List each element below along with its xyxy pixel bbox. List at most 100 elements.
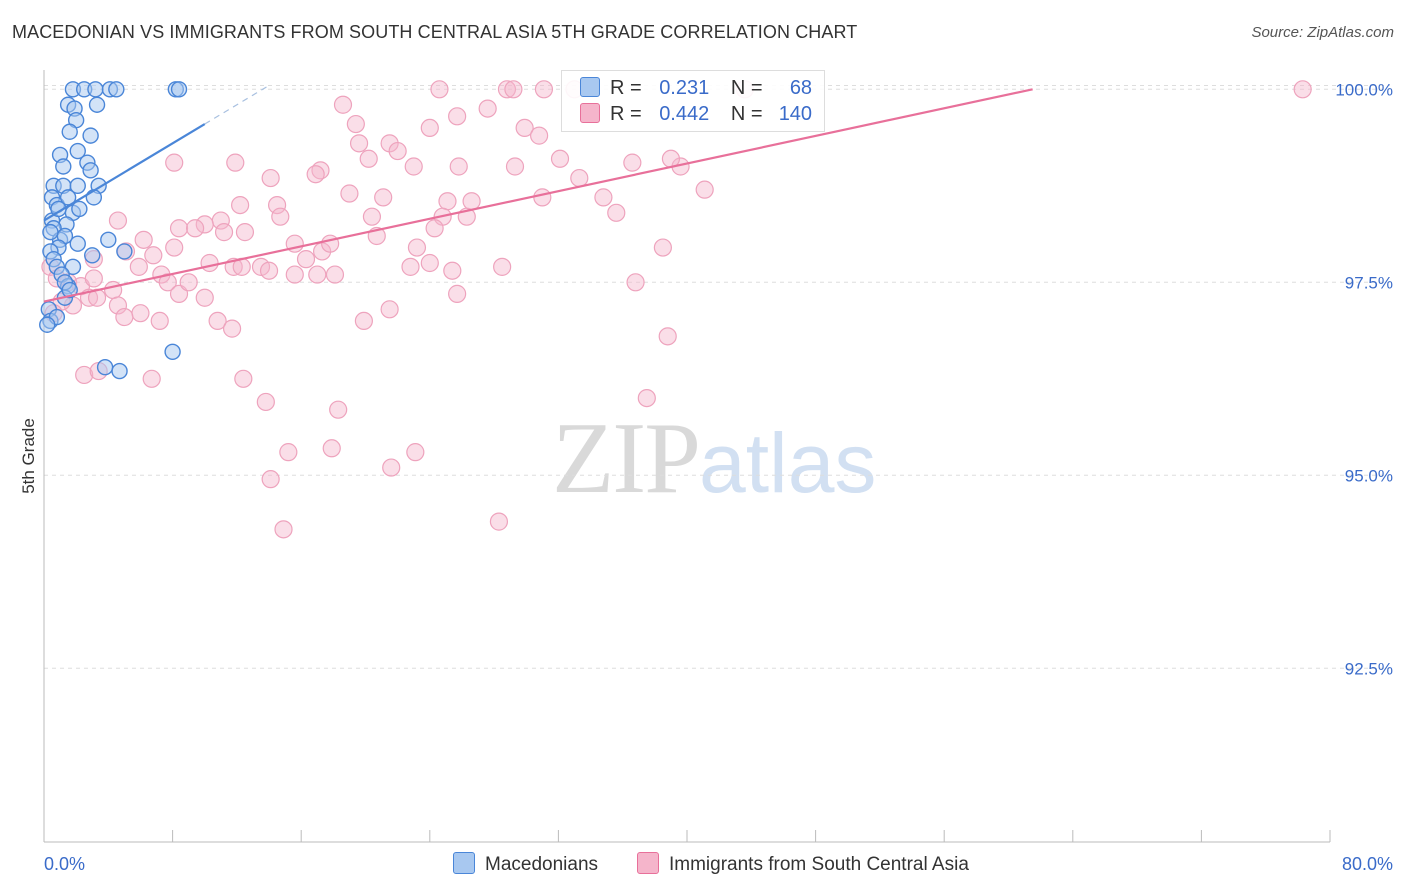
macedonians-point: [64, 258, 82, 276]
immigrants-point: [570, 168, 589, 188]
immigrants-point: [234, 369, 253, 388]
immigrants-point: [626, 273, 645, 292]
macedonians-point: [82, 127, 99, 144]
chart-title: MACEDONIAN VS IMMIGRANTS FROM SOUTH CENT…: [12, 22, 858, 42]
macedonians-legend-swatch: [453, 852, 475, 874]
macedonians-point: [71, 200, 88, 218]
x-tick-label-min: 0.0%: [44, 854, 85, 874]
immigrants-point: [653, 238, 672, 257]
immigrants-point: [478, 99, 497, 118]
macedonians-point: [69, 235, 86, 252]
immigrants-legend-swatch: [637, 852, 659, 874]
immigrants-point: [261, 168, 280, 188]
immigrants-point: [420, 118, 439, 138]
axes: [43, 70, 1331, 843]
macedonians-point: [82, 162, 99, 179]
immigrants-point: [296, 250, 316, 269]
macedonians-point: [164, 343, 181, 360]
immigrants-point: [382, 458, 401, 477]
legend-r-label: R =: [610, 103, 642, 125]
immigrants-point: [267, 196, 287, 215]
immigrants-point: [607, 203, 626, 222]
immigrants-point: [637, 389, 656, 408]
immigrants-point: [505, 157, 525, 176]
immigrants-point: [308, 265, 327, 284]
immigrants-point: [165, 238, 184, 257]
legend-item-macedonians[interactable]: Macedonians: [453, 852, 598, 876]
macedonians-point: [88, 96, 106, 113]
macedonians-point: [100, 231, 117, 249]
y-axis-title: 5th Grade: [19, 418, 38, 494]
immigrants-point: [179, 273, 198, 292]
macedonians-point: [39, 316, 56, 333]
immigrants-point: [235, 223, 255, 242]
immigrants-point: [321, 234, 340, 253]
immigrants-point: [256, 392, 275, 412]
immigrants-point: [438, 192, 457, 211]
macedonians-n-value: 68: [789, 77, 813, 99]
immigrants-point: [401, 257, 420, 276]
immigrants-point: [449, 157, 468, 176]
macedonians-swatch: [580, 77, 600, 97]
macedonians-r-value: 0.231: [659, 77, 710, 99]
macedonians-point: [61, 281, 78, 299]
immigrants-point: [169, 219, 189, 238]
immigrants-point: [340, 184, 359, 203]
immigrants-point: [226, 153, 245, 172]
immigrants-point: [406, 443, 425, 462]
immigrants-point: [271, 207, 290, 226]
immigrants-point: [186, 219, 205, 238]
y-tick-label: 92.5%: [1345, 659, 1393, 678]
immigrants-point: [388, 141, 407, 161]
immigrants-point: [533, 188, 552, 207]
immigrants-point: [214, 223, 234, 242]
immigrants-point: [208, 311, 227, 330]
macedonians-point: [170, 81, 188, 98]
immigrants-point: [359, 149, 378, 168]
immigrants-point: [108, 211, 128, 230]
immigrants-point: [425, 219, 444, 238]
immigrants-point: [530, 126, 549, 145]
immigrants-point: [259, 261, 279, 280]
macedonians-point: [87, 81, 104, 98]
immigrants-point: [222, 319, 242, 338]
zipatlas-watermark: ZIPatlas: [552, 400, 876, 517]
y-tick-label: 100.0%: [1335, 80, 1393, 99]
immigrants-point: [346, 114, 365, 134]
immigrants-point: [84, 269, 103, 288]
immigrants-point: [623, 153, 642, 172]
watermark-atlas: atlas: [699, 416, 877, 510]
immigrants-point: [515, 118, 534, 138]
watermark-zip: ZIP: [552, 402, 701, 515]
macedonians-point: [84, 247, 101, 264]
immigrants-legend-label: Immigrants from South Central Asia: [669, 854, 969, 875]
immigrants-point: [420, 253, 439, 273]
legend-n-label: N =: [730, 103, 763, 125]
immigrants-point: [489, 512, 509, 531]
immigrants-point: [430, 80, 449, 99]
immigrants-trend-line: [43, 88, 1033, 303]
trend-lines: [43, 84, 1033, 303]
immigrants-point: [131, 304, 150, 323]
immigrants-point: [104, 280, 123, 300]
immigrants-point: [448, 107, 467, 126]
x-tick-label-max: 80.0%: [1342, 854, 1393, 874]
immigrants-point: [169, 284, 189, 303]
immigrants-point: [658, 327, 677, 346]
immigrants-point: [274, 520, 293, 539]
macedonians-point: [69, 142, 86, 160]
axis-labels: 92.5% 95.0% 97.5% 100.0% 0.0% 80.0% 5th Grade: [19, 80, 1393, 874]
immigrants-n-value: 140: [778, 103, 813, 125]
immigrants-point: [108, 296, 128, 315]
immigrants-point: [462, 192, 481, 211]
immigrants-point: [550, 149, 570, 168]
legend-item-immigrants[interactable]: Immigrants from South Central Asia: [637, 852, 969, 876]
immigrants-point: [142, 369, 161, 388]
correlation-legend: R = 0.231 N = 68 R = 0.442 N = 140: [561, 70, 825, 132]
macedonians-point: [69, 177, 86, 195]
immigrants-point: [134, 230, 153, 249]
immigrants-point: [404, 157, 423, 176]
immigrants-point: [594, 188, 613, 207]
immigrants-point: [285, 265, 304, 284]
